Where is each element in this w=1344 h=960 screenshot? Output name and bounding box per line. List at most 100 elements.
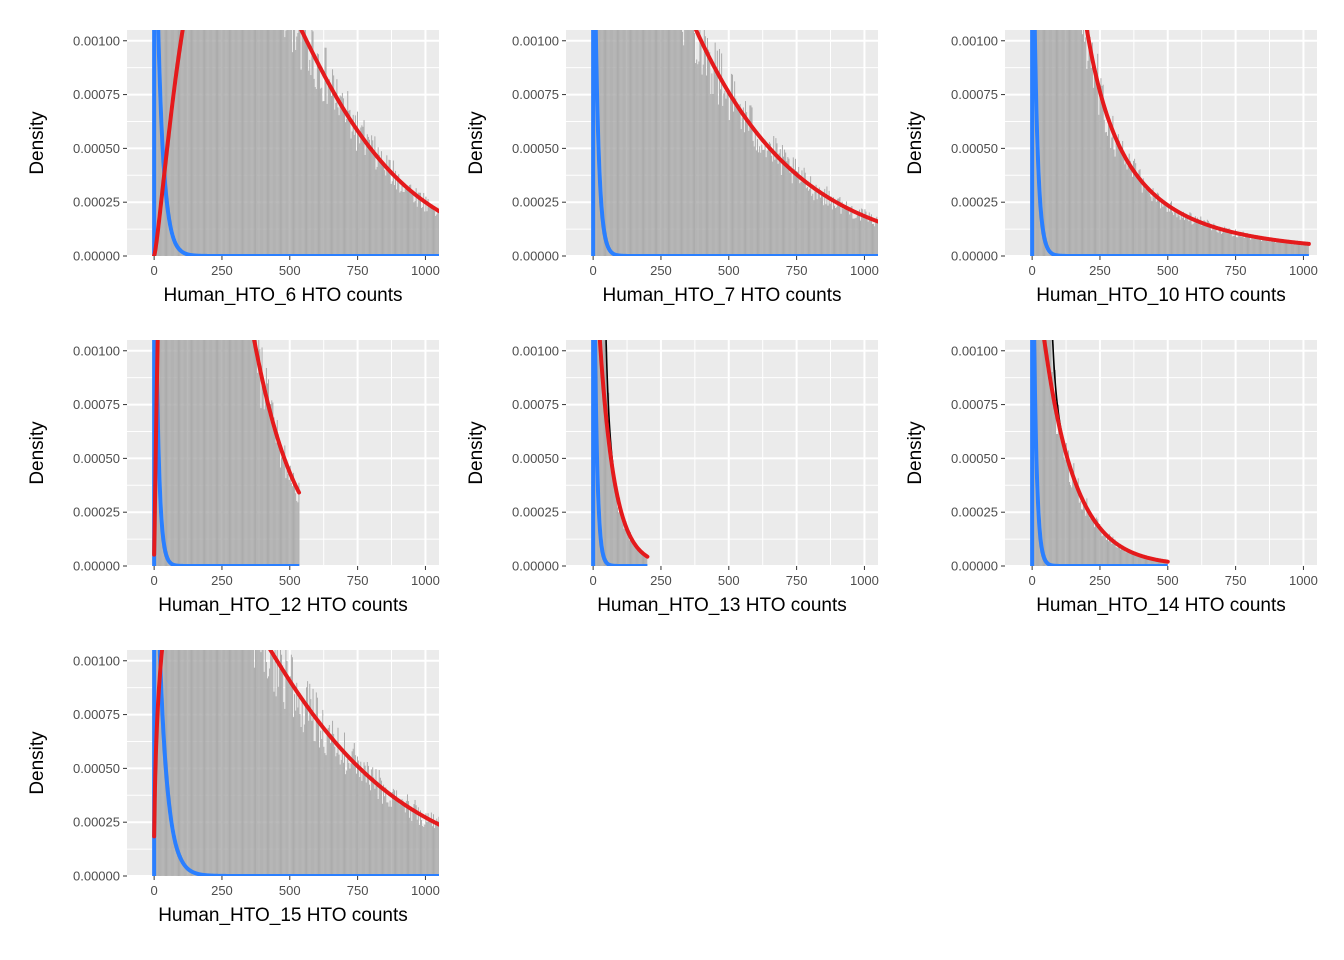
histogram-bar xyxy=(289,465,291,566)
histogram-bar xyxy=(621,509,623,566)
histogram-bar xyxy=(644,556,646,566)
histogram-bar xyxy=(1165,202,1167,256)
histogram-bar xyxy=(817,191,819,256)
histogram-bar xyxy=(813,200,815,256)
histogram-bar xyxy=(816,199,818,256)
histogram-bar xyxy=(367,765,369,876)
histogram-bar xyxy=(664,30,666,256)
histogram-bar xyxy=(1050,30,1052,256)
histogram-bar xyxy=(260,30,262,256)
histogram-bar xyxy=(160,650,162,876)
histogram-bar xyxy=(840,213,842,256)
histogram-bar xyxy=(324,753,326,876)
histogram-bar xyxy=(1287,240,1289,256)
histogram-bar xyxy=(705,75,707,256)
histogram-bar xyxy=(1041,30,1043,256)
histogram-bar xyxy=(753,146,755,256)
histogram-bar xyxy=(157,650,159,876)
histogram-bar xyxy=(274,30,276,256)
histogram-bar xyxy=(822,194,824,256)
histogram-bar xyxy=(257,650,259,876)
histogram-bar xyxy=(309,59,311,256)
histogram-bar xyxy=(212,650,214,876)
histogram-bar xyxy=(1104,132,1106,256)
histogram-bar xyxy=(746,112,748,256)
histogram-bar xyxy=(208,30,210,256)
histogram-bar xyxy=(434,828,436,876)
histogram-bar xyxy=(200,650,202,876)
histogram-bar xyxy=(328,724,330,876)
histogram-bar xyxy=(732,74,733,256)
histogram-bar xyxy=(791,183,793,256)
histogram-bar xyxy=(1048,340,1050,566)
histogram-bar xyxy=(760,152,762,256)
histogram-bar xyxy=(1060,432,1062,566)
x-tick-label: 250 xyxy=(211,573,233,588)
histogram-bar xyxy=(1096,79,1098,256)
x-tick-label: 500 xyxy=(718,263,740,278)
histogram-bar xyxy=(289,30,291,256)
histogram-bar xyxy=(306,42,307,256)
histogram-bar xyxy=(1049,30,1051,256)
histogram-bar xyxy=(199,650,201,876)
histogram-bar xyxy=(1084,505,1086,566)
histogram-bar xyxy=(1116,145,1118,256)
histogram-bar xyxy=(685,30,687,256)
histogram-bar xyxy=(276,650,278,876)
histogram-bar xyxy=(325,755,327,876)
x-tick-label: 0 xyxy=(590,573,597,588)
histogram-bar xyxy=(668,30,669,256)
histogram-bar xyxy=(271,30,273,256)
histogram-bar xyxy=(418,825,420,876)
histogram-bar xyxy=(294,484,296,566)
histogram-bar xyxy=(737,105,739,256)
histogram-bar xyxy=(1147,187,1149,256)
histogram-bar xyxy=(308,720,310,876)
histogram-bar xyxy=(1064,30,1066,256)
histogram-bar xyxy=(217,650,219,876)
histogram-bar xyxy=(345,774,347,876)
histogram-bar xyxy=(839,197,841,256)
histogram-bar xyxy=(1188,221,1190,256)
histogram-bar xyxy=(207,650,209,876)
histogram-bar xyxy=(1161,560,1163,566)
histogram-bar xyxy=(675,30,677,256)
histogram-bar xyxy=(274,424,276,566)
histogram-bar xyxy=(270,650,272,876)
histogram-bar xyxy=(204,650,205,876)
histogram-bar xyxy=(186,30,188,256)
histogram-bar xyxy=(259,30,261,256)
histogram-bar xyxy=(373,152,375,256)
histogram-bar xyxy=(673,30,675,256)
panel-marks xyxy=(1030,30,1311,256)
y-tick-label: 0.00075 xyxy=(73,707,120,722)
histogram-bar xyxy=(315,89,317,256)
histogram-bar xyxy=(679,30,681,256)
histogram-bar xyxy=(370,151,372,256)
histogram-bar xyxy=(198,30,200,256)
histogram-bar xyxy=(412,193,414,256)
histogram-bar xyxy=(669,30,671,256)
histogram-bar xyxy=(1074,482,1076,566)
histogram-bar xyxy=(797,171,799,256)
histogram-bar xyxy=(421,819,423,876)
histogram-bar xyxy=(676,30,678,256)
histogram-bar xyxy=(164,340,166,566)
histogram-bar xyxy=(224,30,226,256)
histogram-bar xyxy=(1091,42,1093,256)
histogram-bar xyxy=(711,73,713,256)
histogram-bar xyxy=(709,51,711,256)
x-tick-label: 500 xyxy=(1157,263,1179,278)
histogram-bar xyxy=(209,30,211,256)
histogram-bar xyxy=(335,756,337,876)
histogram-bar xyxy=(1248,236,1250,256)
histogram-bar xyxy=(628,30,630,256)
histogram-bar xyxy=(1123,546,1125,566)
histogram-bar xyxy=(227,650,229,876)
histogram-bar xyxy=(1301,243,1303,256)
histogram-bar xyxy=(220,650,222,876)
histogram-bar xyxy=(399,804,401,876)
histogram-bar xyxy=(1260,238,1261,256)
y-tick-label: 0.00075 xyxy=(951,397,998,412)
histogram-bar xyxy=(182,30,184,256)
